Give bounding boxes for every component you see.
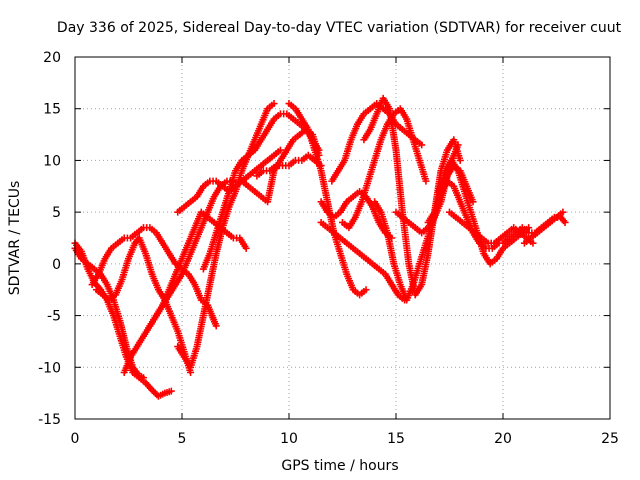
series-arc24 — [520, 208, 567, 247]
x-tick-label: 15 — [387, 431, 405, 447]
data-point-marker — [529, 239, 537, 247]
y-tick-label: -5 — [47, 309, 61, 325]
series-arc11 — [253, 151, 325, 180]
x-tick-label: 5 — [178, 431, 187, 447]
data-point-marker — [454, 141, 462, 149]
series-arc7 — [174, 100, 278, 371]
data-point-marker — [276, 146, 284, 154]
chart-title: Day 336 of 2025, Sidereal Day-to-day VTE… — [57, 20, 622, 36]
y-tick-label: 0 — [52, 257, 61, 273]
x-tick-label: 25 — [601, 431, 619, 447]
y-tick-label: 5 — [52, 205, 61, 221]
x-tick-label: 10 — [280, 431, 298, 447]
data-point-marker — [469, 198, 477, 206]
axis-ticks: 0 5 10 15 20 25 -15 -10 -5 0 5 10 15 20 — [38, 50, 619, 447]
series-arc6 — [146, 208, 250, 330]
data-points — [71, 94, 569, 400]
plot-frame — [74, 56, 611, 420]
y-tick-label: -15 — [38, 412, 61, 428]
series-arc9 — [199, 110, 323, 273]
data-point-marker — [561, 218, 569, 226]
y-tick-label: 20 — [43, 50, 61, 66]
data-point-marker — [139, 374, 147, 382]
x-axis-label: GPS time / hours — [281, 458, 398, 474]
y-tick-label: 10 — [43, 153, 61, 169]
data-point-marker — [418, 141, 426, 149]
data-point-marker — [456, 156, 464, 164]
data-point-marker — [270, 100, 278, 108]
series-arc13 — [317, 218, 409, 304]
x-tick-label: 0 — [71, 431, 80, 447]
data-point-marker — [422, 177, 430, 185]
y-tick-label: -10 — [38, 360, 61, 376]
data-point-marker — [167, 387, 175, 395]
data-point-marker — [362, 286, 370, 294]
y-axis-label: SDTVAR / TECUs — [7, 181, 23, 296]
series-arc2 — [71, 244, 147, 382]
data-point-marker — [242, 244, 250, 252]
series-arc16 — [339, 105, 430, 232]
y-tick-label: 15 — [43, 102, 61, 118]
data-point-marker — [212, 322, 220, 330]
x-tick-label: 20 — [494, 431, 512, 447]
data-point-marker — [559, 208, 567, 216]
